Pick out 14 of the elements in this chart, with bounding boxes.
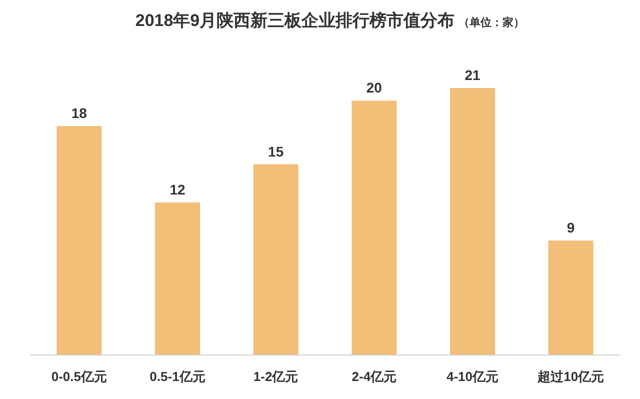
x-tick-label: 1-2亿元 bbox=[253, 369, 298, 384]
chart-subtitle: （单位：家） bbox=[458, 16, 525, 29]
x-tick-label: 2-4亿元 bbox=[352, 369, 397, 384]
x-tick-label: 0-0.5亿元 bbox=[51, 369, 107, 384]
x-tick-label: 超过10亿元 bbox=[536, 369, 604, 384]
data-label: 12 bbox=[170, 181, 186, 198]
data-label: 18 bbox=[71, 105, 88, 122]
data-label: 21 bbox=[464, 67, 480, 83]
x-tick-label: 0.5-1亿元 bbox=[150, 369, 206, 384]
data-label: 15 bbox=[268, 143, 284, 160]
data-label: 20 bbox=[366, 80, 382, 96]
x-tick-label: 4-10亿元 bbox=[446, 369, 499, 384]
data-label: 9 bbox=[566, 220, 575, 236]
chart-title: 2018年9月陕西新三板企业排行榜市值分布 bbox=[135, 11, 455, 30]
